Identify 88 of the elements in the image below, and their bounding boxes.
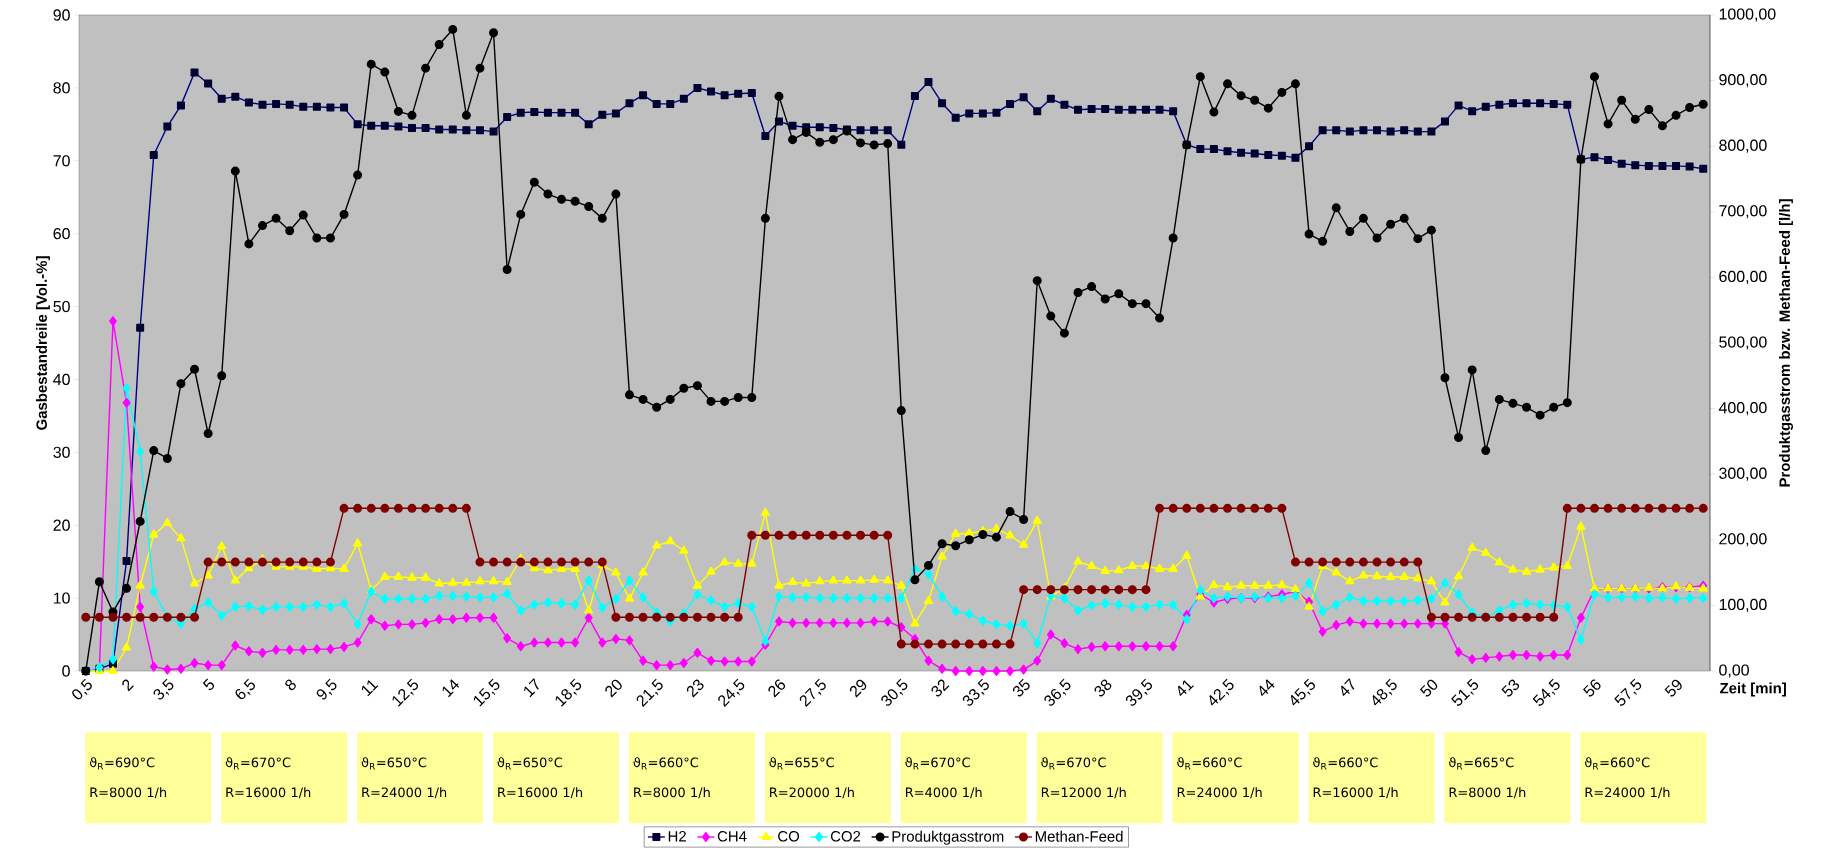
text: R=8000 1/h [90, 787, 167, 799]
x-tick-label: 47 [1341, 678, 1355, 696]
text: ϑ$_{R}$=650°C [361, 757, 427, 770]
text: R=8000 1/h [1449, 787, 1526, 799]
x-tick-label: 23 [686, 679, 704, 698]
x-tick-label: 8 [285, 679, 296, 691]
x-tick-label: 29 [849, 679, 867, 698]
y-tick-label: 50 [53, 300, 70, 313]
x-tick-label: 32 [931, 679, 950, 697]
x-tick-label: 36,5 [1044, 678, 1071, 706]
y-tick-label: 0 [62, 665, 70, 677]
legend-label: CH4 [717, 831, 747, 842]
text: R=24000 1/h [1585, 787, 1670, 799]
x-tick-label: 3,5 [153, 678, 174, 700]
x-tick-label: 11 [361, 680, 379, 697]
x-tick-label: 35 [1012, 678, 1030, 697]
y-tick-label: 90 [53, 9, 70, 21]
y-tick-label: 30 [53, 446, 70, 458]
x-tick-label: 38 [1094, 679, 1112, 697]
y2-axis-title: Produktgasstrom bzw. Methan-Feed [l/h] [1779, 199, 1793, 487]
x-tick-label: 53 [1501, 679, 1520, 697]
x-tick-label: 54,5 [1532, 678, 1560, 706]
x-tick-label: 9,5 [316, 678, 337, 700]
x-tick-label: 2 [122, 679, 134, 692]
x-tick-label: 6,5 [235, 678, 255, 700]
text: ϑ$_{R}$=690°C [89, 757, 155, 770]
x-tick-label: 51,5 [1451, 678, 1479, 706]
text: R=24000 1/h [362, 787, 447, 799]
x-tick-label: 57,5 [1614, 678, 1642, 706]
y-axis-title: Gasbestandreile [Vol.-%] [35, 256, 50, 430]
legend-label: Produktgasstrom [892, 830, 1004, 845]
text: ϑ$_{R}$=660°C [1313, 757, 1378, 770]
x-tick-label: 14 [442, 679, 460, 698]
y2-tick-label: 600,00 [1719, 270, 1767, 284]
text: R=24000 1/h [1177, 787, 1262, 799]
x-tick-label: 0,5 [72, 678, 92, 700]
legend-label: Methan-Feed [1035, 830, 1123, 842]
text: ϑ$_{R}$=670°C [1041, 757, 1106, 770]
y-tick-label: 40 [53, 373, 70, 386]
text: ϑ$_{R}$=670°C [225, 757, 291, 770]
x-tick-label: 5 [202, 678, 215, 691]
text: R=20000 1/h [770, 787, 854, 799]
x-axis-title: Zeit [min] [1719, 682, 1786, 697]
legend-label: CO2 [830, 831, 861, 842]
x-tick-label: 56 [1583, 679, 1601, 697]
y-tick-label: 70 [53, 155, 70, 167]
legend-label: H2 [668, 831, 686, 842]
text: ϑ$_{R}$=660°C [1585, 757, 1650, 770]
y2-tick-label: 900,00 [1719, 74, 1767, 88]
x-tick-label: 26 [768, 679, 786, 698]
x-tick-label: 50 [1419, 679, 1438, 697]
x-tick-label: 33,5 [962, 678, 989, 706]
text: R=4000 1/h [905, 787, 982, 799]
x-tick-label: 20 [605, 679, 622, 698]
x-tick-label: 59 [1664, 679, 1682, 697]
x-tick-label: 39,5 [1125, 678, 1153, 706]
x-tick-label: 42,5 [1209, 678, 1234, 706]
text: R=16000 1/h [1313, 787, 1398, 799]
x-tick-label: 48,5 [1372, 678, 1397, 706]
y2-tick-label: 800,00 [1719, 139, 1767, 153]
text: R=16000 1/h [498, 787, 583, 799]
text: ϑ$_{R}$=665°C [1449, 757, 1514, 770]
y2-tick-label: 500,00 [1719, 336, 1767, 350]
y2-tick-label: 0,00 [1719, 664, 1749, 678]
text: R=8000 1/h [634, 787, 710, 799]
text: ϑ$_{R}$=655°C [769, 757, 834, 770]
y2-tick-label: 400,00 [1718, 402, 1767, 416]
y2-tick-label: 300,00 [1719, 467, 1767, 481]
y-tick-label: 60 [53, 228, 70, 240]
text: ϑ$_{R}$=660°C [1177, 757, 1242, 770]
x-tick-label: 17 [524, 678, 539, 698]
x-tick-label: 45,5 [1290, 678, 1316, 706]
x-tick-label: 30,5 [881, 678, 908, 706]
y2-tick-label: 700,00 [1719, 205, 1767, 219]
text: R=12000 1/h [1041, 787, 1126, 799]
text: ϑ$_{R}$=660°C [633, 757, 699, 770]
y-tick-label: 10 [53, 592, 70, 604]
text: R=16000 1/h [226, 787, 311, 799]
x-tick-label: 41 [1178, 680, 1194, 696]
y2-tick-label: 200,00 [1719, 533, 1767, 547]
y-tick-label: 80 [53, 82, 70, 94]
text: ϑ$_{R}$=670°C [905, 757, 970, 770]
text: ϑ$_{R}$=650°C [497, 757, 563, 770]
legend-label: CO [778, 831, 800, 842]
y-tick-label: 20 [53, 519, 70, 531]
y2-tick-label: 100,00 [1719, 598, 1767, 612]
x-tick-label: 44 [1259, 679, 1275, 696]
y2-tick-label: 1000,00 [1719, 8, 1776, 22]
